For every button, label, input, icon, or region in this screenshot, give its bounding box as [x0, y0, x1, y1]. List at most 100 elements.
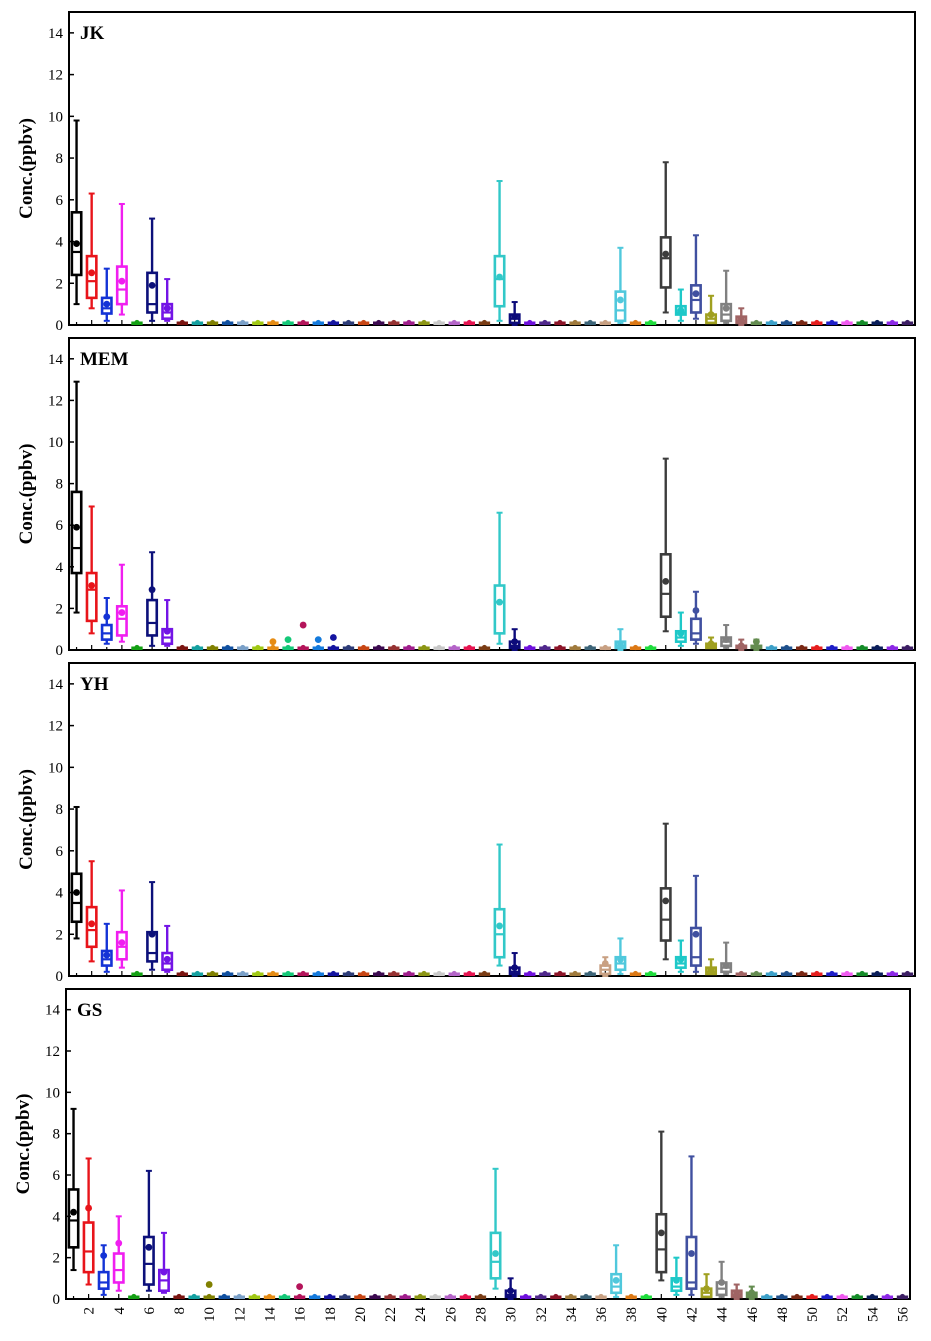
box-41: [670, 1256, 683, 1296]
y-tick-label: 0: [56, 318, 64, 334]
x-tick-label: 50: [805, 1307, 821, 1322]
low-mean-point-8: [176, 1293, 182, 1300]
box-mean-point: [511, 313, 519, 321]
box-mean-point: [145, 1243, 153, 1251]
low-mean-point-5: [134, 644, 140, 651]
box-mean-point: [70, 1208, 77, 1216]
low-mean-point-51: [829, 644, 835, 651]
low-mean-point-12: [240, 644, 246, 651]
box-mean-point: [160, 1268, 168, 1276]
low-mean-point-31: [527, 970, 533, 977]
box-mean-point: [148, 930, 156, 938]
box-iqr: [610, 1272, 623, 1295]
box-42: [689, 590, 702, 645]
box-mean-point: [688, 1250, 695, 1257]
box-mean-point: [617, 296, 624, 304]
box-mean-point: [163, 304, 171, 312]
x-tick-label: 32: [534, 1307, 550, 1322]
box-30: [508, 628, 521, 651]
low-mean-point-39: [643, 1293, 649, 1300]
box-29: [489, 1167, 502, 1290]
low-mean-point-53: [859, 644, 865, 651]
low-mean-point-52: [844, 319, 850, 326]
y-tick-label: 14: [45, 1003, 61, 1019]
box-iqr: [720, 302, 733, 323]
y-axis-label: Conc.(ppbv): [16, 769, 37, 870]
box-43: [705, 294, 718, 325]
low-mean-point-12: [240, 319, 246, 326]
low-mean-point-55: [884, 1293, 890, 1300]
box-6: [146, 881, 159, 971]
x-tick-label: 56: [895, 1307, 911, 1323]
low-mean-point-56: [904, 319, 911, 326]
low-mean-point-33: [557, 970, 563, 977]
y-tick-label: 4: [53, 1209, 61, 1225]
low-mean-point-14: [270, 319, 276, 326]
low-mean-point-33: [557, 319, 563, 326]
low-mean-point-45: [738, 970, 744, 977]
low-mean-point-12: [240, 970, 246, 977]
box-37: [614, 937, 627, 975]
box-mean-point: [707, 966, 715, 974]
box-mean-point: [73, 523, 80, 531]
box-43: [705, 636, 718, 650]
box-mean-point: [496, 273, 503, 281]
low-mean-point-13: [255, 970, 261, 977]
box-40: [659, 822, 672, 961]
box-mean-point: [103, 300, 111, 308]
box-iqr: [70, 490, 83, 575]
y-tick-label: 14: [48, 677, 64, 693]
y-tick-label: 6: [56, 844, 64, 860]
low-mean-point-19: [345, 319, 352, 326]
box-30: [508, 301, 521, 326]
y-tick-label: 12: [48, 393, 63, 409]
box-mean-point: [511, 964, 519, 972]
box-iqr: [146, 271, 159, 314]
box-6: [146, 217, 159, 322]
box-mean-point: [692, 290, 700, 298]
low-mean-point-54: [874, 644, 880, 651]
low-mean-point-35: [587, 970, 593, 977]
y-tick-label: 2: [56, 276, 64, 292]
low-mean-point-13: [255, 644, 261, 651]
low-mean-point-50: [814, 970, 820, 977]
x-tick-label: 36: [594, 1307, 610, 1323]
box-mean-point: [100, 1252, 108, 1259]
low-mean-point-10: [206, 1293, 212, 1300]
box-29: [493, 180, 506, 322]
y-tick-label: 12: [45, 1044, 60, 1060]
low-mean-point-50: [814, 319, 820, 326]
y-tick-label: 10: [45, 1085, 60, 1101]
box-40: [655, 1130, 668, 1282]
low-mean-point-24: [417, 1293, 423, 1300]
low-mean-point-38: [632, 644, 639, 651]
low-mean-point-35: [583, 1293, 589, 1300]
low-mean-point-14: [270, 644, 276, 651]
low-mean-point-47: [764, 1293, 770, 1300]
low-mean-point-28: [481, 644, 488, 651]
box-45: [735, 638, 748, 651]
box-7: [157, 1231, 170, 1294]
box-44: [715, 1260, 728, 1298]
box-mean-point: [752, 638, 760, 646]
low-mean-point-34: [572, 319, 578, 326]
y-tick-label: 2: [56, 601, 64, 617]
box-mean-point: [657, 1229, 665, 1237]
low-mean-point-53: [859, 319, 865, 326]
x-tick-label: 4: [112, 1307, 128, 1315]
low-mean-point-50: [809, 1293, 815, 1300]
box-iqr: [659, 236, 672, 289]
box-mean-point: [73, 889, 80, 896]
panel-yh: 0 2 4 6 8 10 12 14 Conc.(ppbv) YH: [16, 662, 916, 985]
box-44: [720, 624, 733, 649]
y-tick-label: 12: [48, 719, 63, 735]
box-3: [100, 267, 113, 322]
low-mean-point-26: [451, 644, 457, 651]
box-4: [115, 563, 128, 643]
low-mean-point-48: [783, 319, 790, 326]
low-mean-point-18: [330, 319, 336, 326]
box-mean-point: [496, 922, 503, 930]
box-mean-point: [511, 638, 519, 646]
low-mean-point-28: [481, 319, 488, 326]
box-mean-point: [677, 306, 685, 314]
